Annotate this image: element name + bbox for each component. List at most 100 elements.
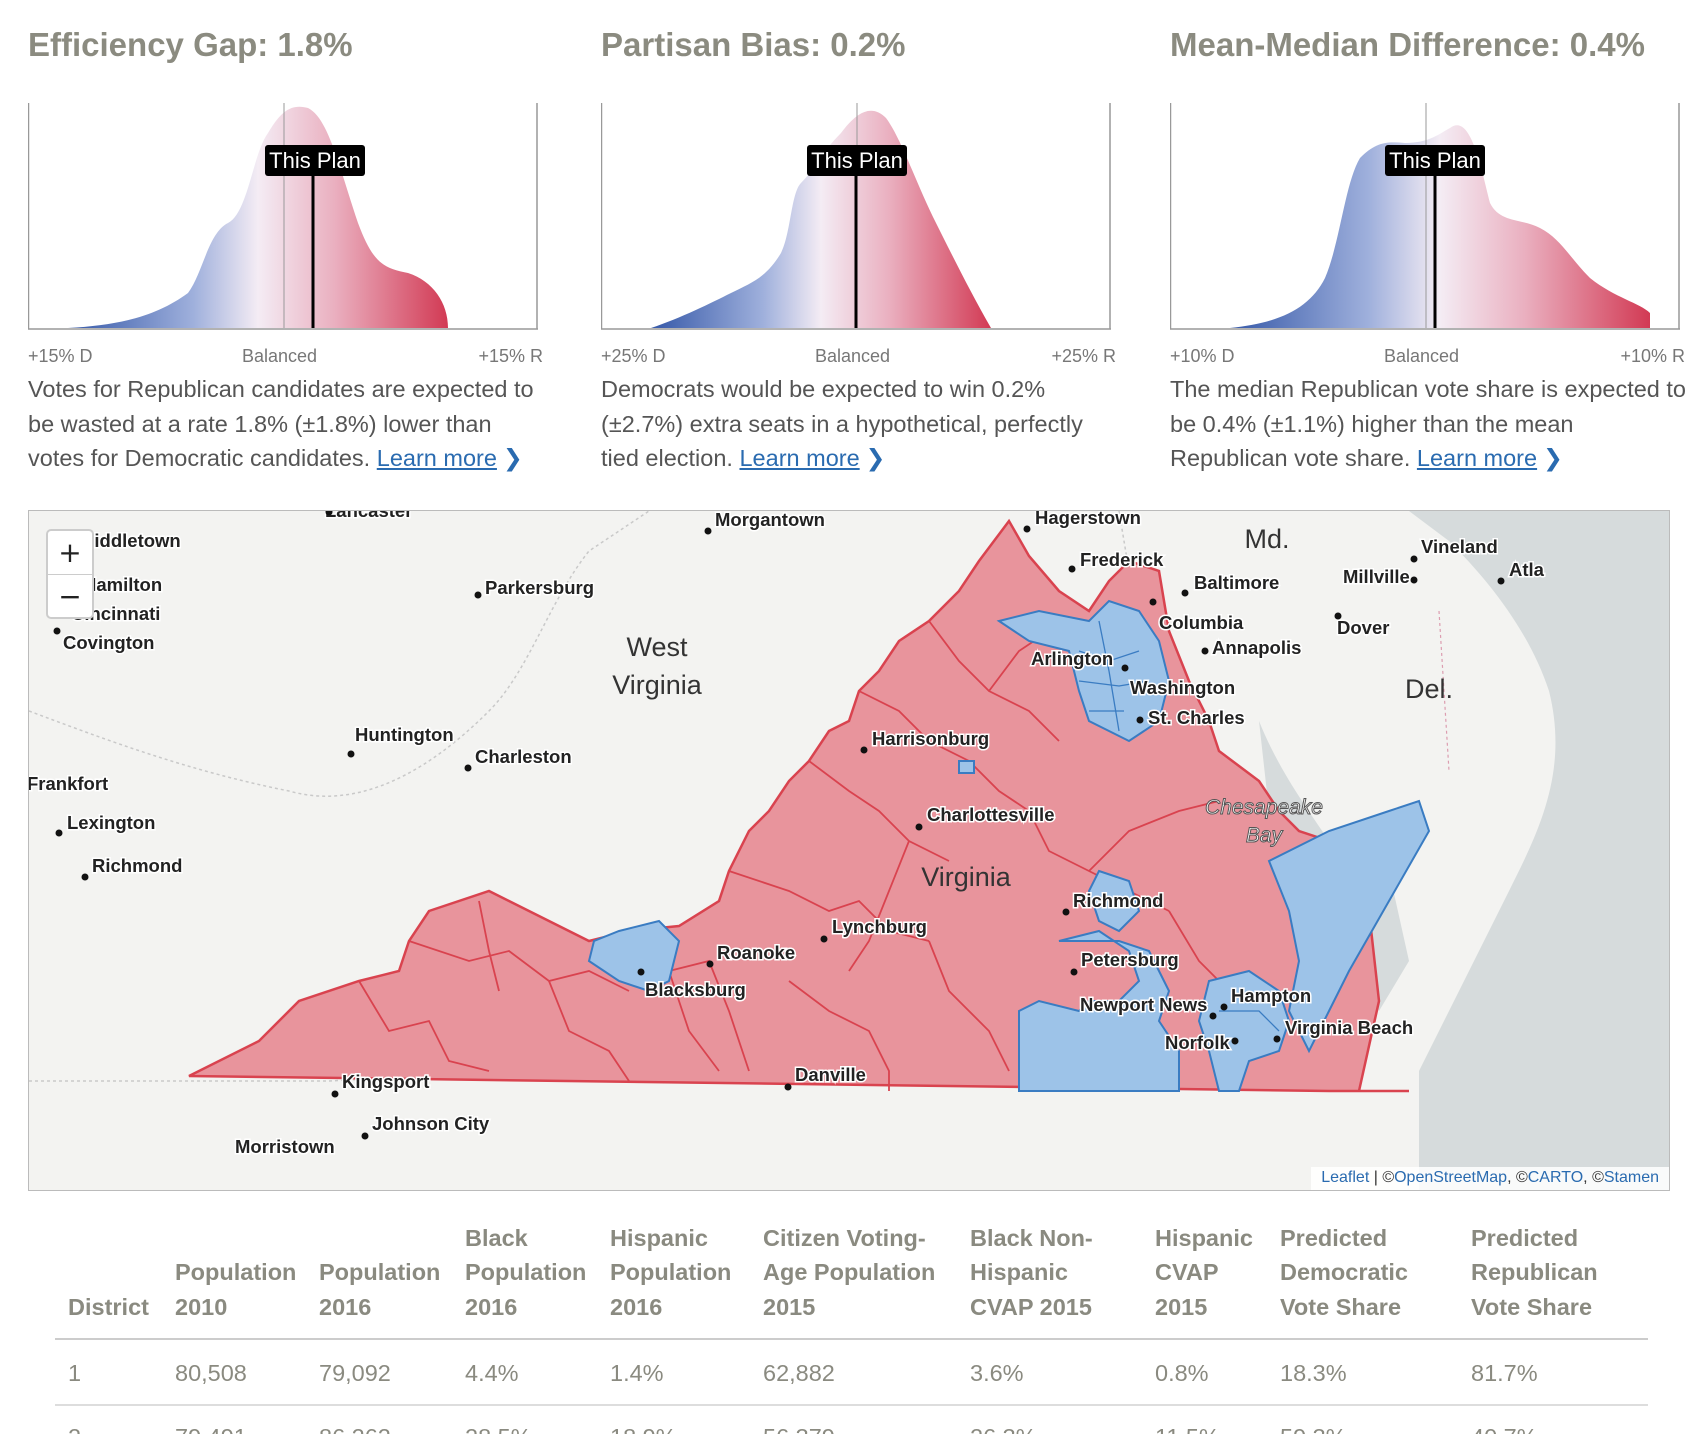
city-label: Hampton (1231, 985, 1311, 1006)
cell-population-2016: 79,092 (319, 1360, 391, 1386)
table-row[interactable]: 2 79,491 86,262 28.5% 18.9% 56,379 26.3%… (55, 1406, 1648, 1434)
this-plan-label: This Plan (811, 148, 903, 173)
zoom-in-button[interactable]: + (58, 536, 82, 569)
mean-median-axis: +10% D Balanced +10% R (1170, 346, 1685, 370)
cell-hispanic-cvap: 11.5% (1155, 1424, 1220, 1434)
axis-right-label: +10% R (1620, 346, 1685, 366)
city-label: Covington (63, 632, 154, 653)
city-label: Newport News (1080, 994, 1207, 1015)
city-label: Richmond (92, 855, 182, 876)
city-label: Petersburg (1081, 949, 1179, 970)
cell-black-cvap: 26.3% (970, 1424, 1037, 1434)
partisan-bias-description: Democrats would be expected to win 0.2% … (601, 376, 1083, 471)
city-label: Frederick (1080, 549, 1164, 570)
axis-center-label: Balanced (242, 346, 318, 366)
cell-republican-share: 40.7% (1471, 1424, 1538, 1434)
city-label: Charlottesville (927, 804, 1055, 825)
cell-black-population: 28.5% (465, 1424, 532, 1434)
city-label: Huntington (355, 724, 454, 745)
efficiency-gap-description: Votes for Republican candidates are expe… (28, 376, 534, 471)
city-label: Norfolk (1165, 1032, 1230, 1053)
learn-more-link[interactable]: Learn more (1416, 445, 1538, 471)
axis-center-label: Balanced (1384, 346, 1460, 366)
city-label: Dover (1337, 617, 1389, 638)
axis-right-label: +15% R (478, 346, 543, 366)
map-attribution: Leaflet | ©OpenStreetMap, ©CARTO, ©Stame… (1311, 1167, 1669, 1190)
chevron-right-icon[interactable]: ❯ (865, 445, 886, 471)
city-label: Johnson City (372, 1113, 490, 1134)
osm-link[interactable]: OpenStreetMap (1394, 1169, 1508, 1186)
zoom-control: + − (46, 529, 94, 619)
city-label: Baltimore (1194, 572, 1279, 593)
efficiency-gap-distribution: This Plan (28, 103, 538, 330)
city-label: Danville (795, 1064, 866, 1085)
city-label: Charleston (475, 746, 572, 767)
cell-democratic-share: 59.3% (1280, 1424, 1347, 1434)
city-label: Morristown (235, 1136, 335, 1157)
this-plan-label: This Plan (1389, 148, 1481, 173)
region-label: Virginia (612, 670, 703, 700)
header-population-2016[interactable]: Population 2016 (319, 1259, 441, 1320)
cell-district: 1 (68, 1360, 82, 1386)
city-label: Lynchburg (832, 916, 927, 937)
cell-hispanic-population: 1.4% (610, 1360, 664, 1386)
header-hispanic-cvap[interactable]: Hispanic CVAP 2015 (1155, 1224, 1253, 1320)
city-label: Columbia (1159, 612, 1244, 633)
cell-republican-share: 81.7% (1471, 1360, 1538, 1386)
region-label: Md. (1244, 524, 1289, 554)
zoom-out-button[interactable]: − (48, 574, 92, 617)
efficiency-gap-axis: +15% D Balanced +15% R (28, 346, 543, 370)
partisan-bias-distribution: This Plan (601, 103, 1111, 330)
axis-left-label: +10% D (1170, 346, 1235, 366)
city-label: Blacksburg (645, 979, 746, 1000)
map-canvas: West Virginia Virginia Md. Del. Chesapea… (29, 511, 1669, 1190)
cell-population-2010: 80,508 (175, 1360, 247, 1386)
header-hispanic-population[interactable]: Hispanic Population 2016 (610, 1224, 732, 1320)
carto-link[interactable]: CARTO (1527, 1169, 1584, 1186)
city-label: Washington (1130, 677, 1235, 698)
cell-district: 2 (68, 1424, 81, 1434)
democratic-districts[interactable] (587, 599, 1431, 1092)
header-district[interactable]: District (68, 1293, 149, 1320)
city-label: Hagerstown (1035, 511, 1141, 528)
district-map[interactable]: + − (28, 510, 1670, 1191)
cell-cvap: 62,882 (763, 1360, 835, 1386)
chevron-right-icon[interactable]: ❯ (1543, 445, 1563, 471)
city-label: Roanoke (717, 942, 795, 963)
header-black-cvap[interactable]: Black Non- Hispanic CVAP 2015 (970, 1224, 1093, 1320)
democratic-boundaries (1078, 620, 1280, 1032)
mean-median-description: The median Republican vote share is expe… (1170, 376, 1687, 471)
partisan-bias-title: Partisan Bias: 0.2% (601, 26, 906, 63)
city-markers (53, 511, 1505, 1140)
city-label: Annapolis (1212, 637, 1301, 658)
city-label: Atla (1509, 559, 1545, 580)
efficiency-gap-title: Efficiency Gap: 1.8% (28, 26, 353, 63)
city-label: Richmond (1073, 890, 1163, 911)
axis-center-label: Balanced (815, 346, 891, 366)
city-label: Parkersburg (485, 577, 594, 598)
city-label: St. Charles (1148, 707, 1245, 728)
header-black-population[interactable]: Black Population 2016 (465, 1224, 587, 1320)
city-label: Hamilton (83, 574, 162, 595)
city-label: Millville (1343, 566, 1410, 587)
header-democratic-share[interactable]: Predicted Democratic Vote Share (1280, 1224, 1408, 1320)
chevron-right-icon[interactable]: ❯ (502, 445, 523, 471)
learn-more-link[interactable]: Learn more (376, 445, 497, 471)
table-row[interactable]: 1 80,508 79,092 4.4% 1.4% 62,882 3.6% 0.… (55, 1342, 1648, 1406)
table-header: District Population 2010 Population 2016 B… (55, 1205, 1648, 1340)
cell-population-2016: 86,262 (319, 1424, 391, 1434)
learn-more-link[interactable]: Learn more (739, 445, 860, 471)
city-label: Harrisonburg (872, 728, 989, 749)
city-label: Frankfort (29, 773, 108, 794)
partisan-bias-axis: +25% D Balanced +25% R (601, 346, 1116, 370)
axis-left-label: +25% D (601, 346, 666, 366)
leaflet-link[interactable]: Leaflet (1321, 1169, 1370, 1186)
header-cvap[interactable]: Citizen Voting- Age Population 2015 (763, 1224, 936, 1320)
city-label: Middletown (79, 530, 181, 551)
stamen-link[interactable]: Stamen (1603, 1169, 1659, 1186)
header-population-2010[interactable]: Population 2010 (175, 1259, 297, 1320)
city-label: Lexington (67, 812, 155, 833)
header-republican-share[interactable]: Predicted Republican Vote Share (1471, 1224, 1598, 1320)
water-label: Bay (1246, 824, 1284, 847)
axis-right-label: +25% R (1051, 346, 1116, 366)
